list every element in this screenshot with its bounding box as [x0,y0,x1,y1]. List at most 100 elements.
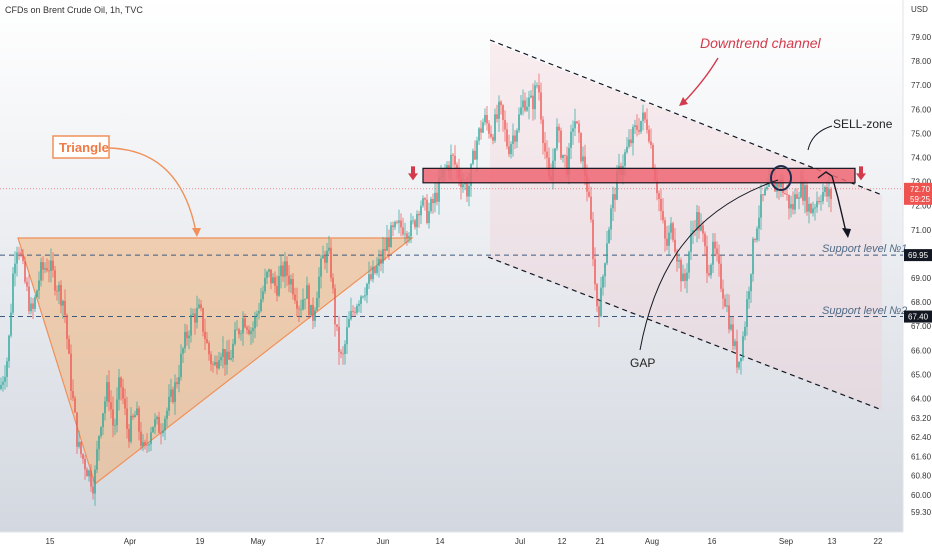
candle-body [220,356,222,361]
candle-body [274,277,276,286]
candle-body [482,122,484,133]
candle-body [234,329,236,344]
x-tick-label: 22 [874,537,883,546]
candle-body [510,143,512,155]
y-tick-label: 69.00 [911,274,932,283]
price-axis[interactable]: 80.0079.0078.0077.0076.0075.0074.0073.00… [904,0,932,517]
candle-body [50,260,52,271]
gap-label: GAP [630,356,655,370]
candle-body [316,298,318,311]
candle-body [758,217,760,229]
candle-body [206,339,208,344]
candle-body [670,223,672,233]
candle-body [204,331,206,340]
candle-body [790,204,792,209]
candle-body [780,179,782,188]
candle-body [756,228,758,240]
candle-body [320,258,322,277]
candle-body [28,286,30,312]
candle-body [160,432,162,434]
candle-body [606,243,608,264]
candle-body [208,343,210,355]
candle-body [24,261,26,282]
candle-body [398,220,400,223]
candle-body [148,444,150,446]
gap-circle-marker [770,165,792,191]
candle-body [418,213,420,216]
candle-body [662,210,664,221]
candle-body [664,220,666,239]
candle-body [724,298,726,307]
candle-body [212,364,214,365]
candle-body [446,165,448,169]
candle-body [706,246,708,274]
candle-body [522,100,524,108]
candle-body [644,112,646,120]
candle-body [566,155,568,175]
candle-body [534,85,536,110]
candle-body [22,254,24,262]
candle-body [600,287,602,317]
candle-body [292,279,294,295]
candle-body [176,382,178,385]
candle-body [626,146,628,153]
candle-body [20,252,22,255]
candle-body [12,273,14,313]
candle-body [592,219,594,260]
candle-body [342,353,344,355]
x-tick-label: 17 [316,537,325,546]
candle-body [258,311,260,314]
candle-body [828,189,830,197]
candle-body [106,382,108,402]
x-tick-label: Sep [779,537,794,546]
candle-body [528,97,530,107]
candle-body [40,262,42,281]
candle-body [728,305,730,330]
candle-body [116,399,118,426]
candle-body [740,357,742,362]
candle-body [484,114,486,123]
candle-body [328,247,330,251]
y-tick-label: 63.20 [911,414,932,423]
candle-body [178,376,180,385]
candle-body [492,136,494,141]
candle-body [404,233,406,235]
candle-body [556,126,558,149]
candle-body [286,261,288,276]
time-axis[interactable]: 15 Apr 19 May 17 Jun 14 Jul 12 21 Aug 16 Sep 13 22 [46,537,883,546]
x-tick-label: 16 [708,537,717,546]
candle-body [808,203,810,212]
candle-body [168,396,170,411]
candle-body [802,181,804,201]
candle-body [480,128,482,133]
candle-body [310,304,312,315]
y-tick-label: 60.80 [911,472,932,481]
candle-body [368,274,370,284]
candle-body [684,273,686,281]
candle-body [66,315,68,339]
sell-zone[interactable] [408,166,866,184]
candle-body [584,156,586,176]
candle-body [506,129,508,147]
downtrend-arrow-head [679,97,688,106]
x-tick-label: 19 [196,537,205,546]
candle-body [132,415,134,418]
candle-body [300,309,302,311]
candle-body [718,254,720,264]
candle-body [94,469,96,494]
candle-body [810,203,812,214]
candle-body [110,402,112,410]
candle-body [242,318,244,334]
candle-body [4,376,6,382]
y-tick-label: 62.40 [911,433,932,442]
candle-body [386,237,388,251]
candle-body [536,85,538,87]
candle-body [278,276,280,296]
candle-body [734,341,736,346]
candle-body [144,442,146,445]
candle-body [254,316,256,329]
level-price-badge [904,310,932,323]
candle-body [344,344,346,354]
candle-body [250,331,252,334]
